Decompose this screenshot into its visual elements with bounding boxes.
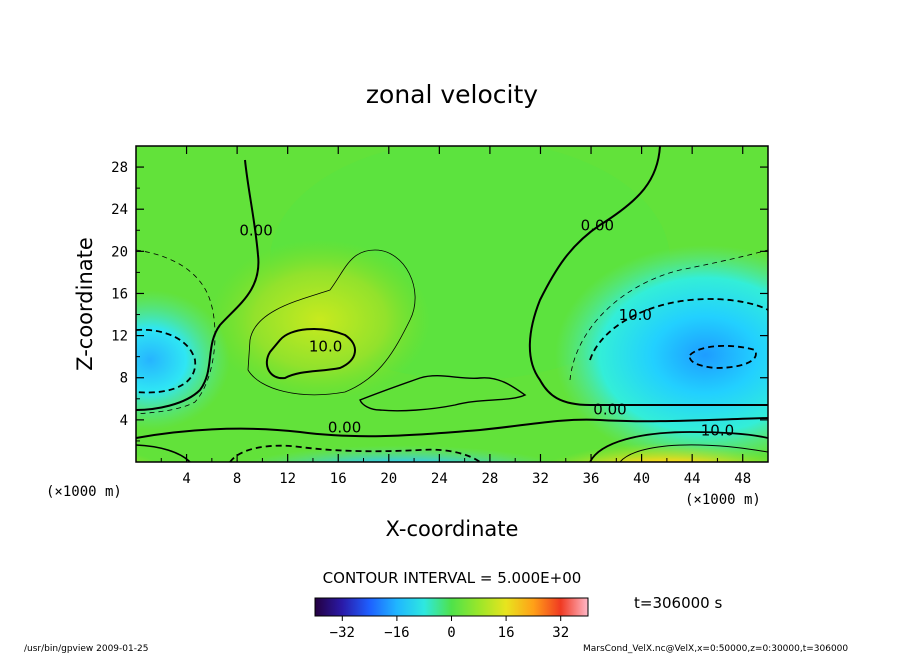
contour-label: 0.00 [328, 419, 361, 437]
y-tick-label: 16 [111, 286, 128, 302]
colorbar [314, 597, 589, 617]
x-axis-ticks: 4 8 12 16 20 24 28 32 36 40 44 48 [160, 146, 751, 487]
plot-frame [135, 145, 769, 463]
x-axis-unit-left: (×1000 m) [46, 484, 122, 500]
noisy-zero-contour [359, 375, 527, 412]
contour-interval: CONTOUR INTERVAL = 5.000E+00 [323, 569, 582, 587]
colorbar-tick-label: 0 [447, 625, 455, 641]
contour-label: 10.0 [619, 306, 652, 324]
y-tick-label: 12 [111, 329, 128, 345]
x-tick-label: 28 [481, 471, 498, 487]
x-axis-unit-right: (×1000 m) [685, 492, 761, 508]
colorbar-tick-label: 16 [498, 625, 515, 641]
contour-5-positive [247, 249, 416, 396]
contour-minus10-left [136, 328, 196, 394]
positive-maximum-region [210, 240, 430, 400]
y-axis-ticks: 4 8 12 16 20 24 28 [111, 160, 768, 442]
x-tick-label: 32 [532, 471, 549, 487]
y-tick-label: 20 [111, 244, 128, 260]
colorbar-tick-label: 32 [552, 625, 569, 641]
positive-hot-right [537, 425, 768, 462]
y-tick-label: 4 [120, 413, 128, 429]
contour-label: 0.00 [239, 222, 272, 240]
contour-20-bottom-right [619, 444, 768, 462]
contour-minus15-right [688, 345, 757, 369]
negative-minimum-right [555, 245, 768, 462]
x-tick-label: 16 [330, 471, 347, 487]
colorbar-tick-label: −16 [384, 625, 409, 641]
time-label: t=306000 s [634, 594, 722, 612]
x-tick-label: 44 [684, 471, 701, 487]
contour-label: 0.00 [581, 216, 614, 234]
contour-minus10-bottom [229, 444, 481, 462]
zero-contour-bottom [136, 417, 768, 439]
x-tick-label: 24 [431, 471, 448, 487]
contour-labels: 0.00 0.00 10.0 10.0 0.00 0.00 10.0 [239, 216, 734, 439]
contour-lines [136, 146, 768, 462]
contour-label: 10.0 [701, 422, 734, 440]
x-tick-label: 4 [182, 471, 190, 487]
zero-contour-right [528, 146, 768, 407]
x-tick-label: 20 [380, 471, 397, 487]
y-tick-label: 28 [111, 160, 128, 176]
contour-10-bottom-left [136, 444, 191, 462]
zero-contour-left [136, 159, 260, 411]
y-tick-label: 24 [111, 202, 128, 218]
contour-label: 10.0 [309, 337, 342, 355]
x-tick-label: 36 [583, 471, 600, 487]
footer-right: MarsCond_VelX.nc@VelX,x=0:50000,z=0:3000… [583, 644, 848, 654]
x-tick-label: 48 [734, 471, 751, 487]
y-tick-label: 8 [120, 371, 128, 387]
velocity-field [136, 146, 768, 462]
contour-minus5-left [136, 249, 216, 415]
colorbar-ticks: −32 −16 0 16 32 [330, 616, 569, 641]
colorbar-tick-label: −32 [330, 625, 355, 641]
x-tick-label: 8 [233, 471, 241, 487]
chart-title: zonal velocity [366, 80, 538, 109]
contour-minus10-right [589, 298, 768, 361]
y-axis-label: Z-coordinate [73, 237, 97, 371]
contour-label: 0.00 [593, 401, 626, 419]
x-tick-label: 12 [279, 471, 296, 487]
negative-minimum-left [136, 290, 230, 430]
contour-minus5-right [569, 249, 768, 381]
contour-10-positive [265, 328, 356, 380]
x-tick-label: 40 [633, 471, 650, 487]
x-axis-label: X-coordinate [386, 517, 519, 541]
footer-left: /usr/bin/gpview 2009-01-25 [24, 644, 148, 654]
contour-10-bottom-right [589, 431, 768, 462]
